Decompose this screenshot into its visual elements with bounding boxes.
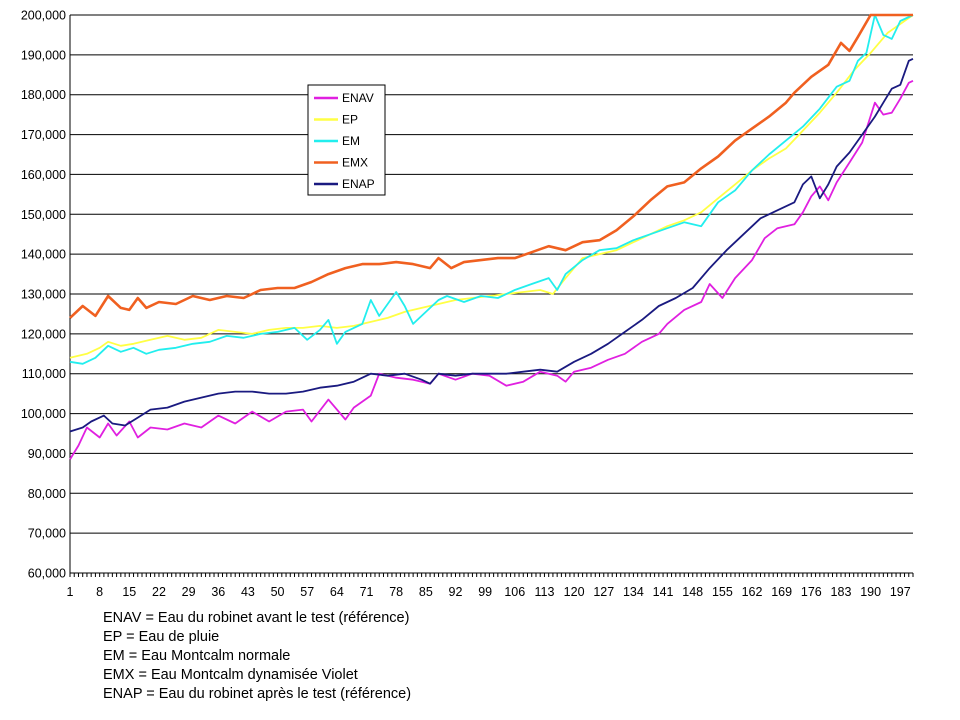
y-tick-label: 60,000 xyxy=(28,567,66,581)
note-enav: ENAV = Eau du robinet avant le test (réf… xyxy=(103,610,410,626)
gridlines xyxy=(70,14,913,574)
x-tick-label: 127 xyxy=(593,585,614,599)
y-tick-label: 100,000 xyxy=(21,407,66,421)
x-tick-label: 29 xyxy=(182,585,196,599)
x-tick-label: 22 xyxy=(152,585,166,599)
x-tick-label: 197 xyxy=(890,585,911,599)
legend-label-emx: EMX xyxy=(342,156,368,170)
series-line-ep xyxy=(69,14,914,359)
series-line-emx xyxy=(69,13,913,319)
y-tick-label: 180,000 xyxy=(21,88,66,102)
x-tick-label: 106 xyxy=(504,585,525,599)
x-tick-label: 120 xyxy=(564,585,585,599)
y-tick-label: 120,000 xyxy=(21,327,66,341)
y-tick-label: 80,000 xyxy=(28,487,66,501)
x-tick-label: 64 xyxy=(330,585,344,599)
legend-label-enap: ENAP xyxy=(342,177,375,191)
y-tick-label: 200,000 xyxy=(21,9,66,23)
x-tick-label: 1 xyxy=(67,585,74,599)
legend: ENAV EP EM EMX ENAP xyxy=(307,84,386,196)
x-tick-label: 71 xyxy=(360,585,374,599)
series-line-enap xyxy=(69,57,914,433)
y-tick-label: 140,000 xyxy=(21,248,66,262)
y-tick-label: 110,000 xyxy=(22,367,66,381)
x-tick-label: 176 xyxy=(801,585,822,599)
x-tick-label: 183 xyxy=(831,585,852,599)
note-ep: EP = Eau de pluie xyxy=(103,629,220,645)
series-notes: ENAV = Eau du robinet avant le test (réf… xyxy=(103,609,411,704)
x-tick-label: 113 xyxy=(534,585,554,599)
note-emx: EMX = Eau Montcalm dynamisée Violet xyxy=(103,667,358,683)
series-lines xyxy=(69,13,914,460)
x-tick-label: 50 xyxy=(271,585,285,599)
legend-label-em: EM xyxy=(342,134,360,148)
x-tick-label: 134 xyxy=(623,585,644,599)
y-tick-label: 170,000 xyxy=(21,128,66,142)
x-tick-label: 155 xyxy=(712,585,733,599)
x-tick-label: 8 xyxy=(96,585,103,599)
x-tick-label: 169 xyxy=(771,585,792,599)
x-tick-label: 85 xyxy=(419,585,433,599)
legend-label-ep: EP xyxy=(342,113,358,127)
x-axis: 1 8 15 22 29 36 43 50 57 64 71 78 85 92 99 106 113 120 127… xyxy=(67,572,914,599)
note-em: EM = Eau Montcalm normale xyxy=(103,648,291,664)
x-tick-label: 43 xyxy=(241,585,255,599)
x-tick-label: 92 xyxy=(449,585,463,599)
y-tick-label: 190,000 xyxy=(21,48,66,62)
note-enap: ENAP = Eau du robinet après le test (réf… xyxy=(103,686,412,702)
series-line-enav xyxy=(69,79,914,460)
x-tick-label: 15 xyxy=(122,585,136,599)
x-tick-label: 141 xyxy=(653,585,674,599)
y-tick-label: 130,000 xyxy=(21,288,66,302)
x-tick-label: 99 xyxy=(478,585,492,599)
y-tick-label: 160,000 xyxy=(21,168,66,182)
x-tick-label: 36 xyxy=(211,585,225,599)
y-tick-label: 150,000 xyxy=(21,208,66,222)
x-tick-label: 148 xyxy=(682,585,703,599)
y-tick-label: 70,000 xyxy=(28,527,66,541)
series-line-em xyxy=(69,14,914,365)
y-tick-label: 90,000 xyxy=(28,447,66,461)
x-tick-label: 57 xyxy=(300,585,314,599)
x-tick-label: 190 xyxy=(860,585,881,599)
x-tick-label: 162 xyxy=(742,585,763,599)
legend-label-enav: ENAV xyxy=(342,91,374,105)
y-axis: 60,000 70,000 80,000 90,000 100,000 110,000 12… xyxy=(21,9,71,581)
x-tick-label: 78 xyxy=(389,585,403,599)
